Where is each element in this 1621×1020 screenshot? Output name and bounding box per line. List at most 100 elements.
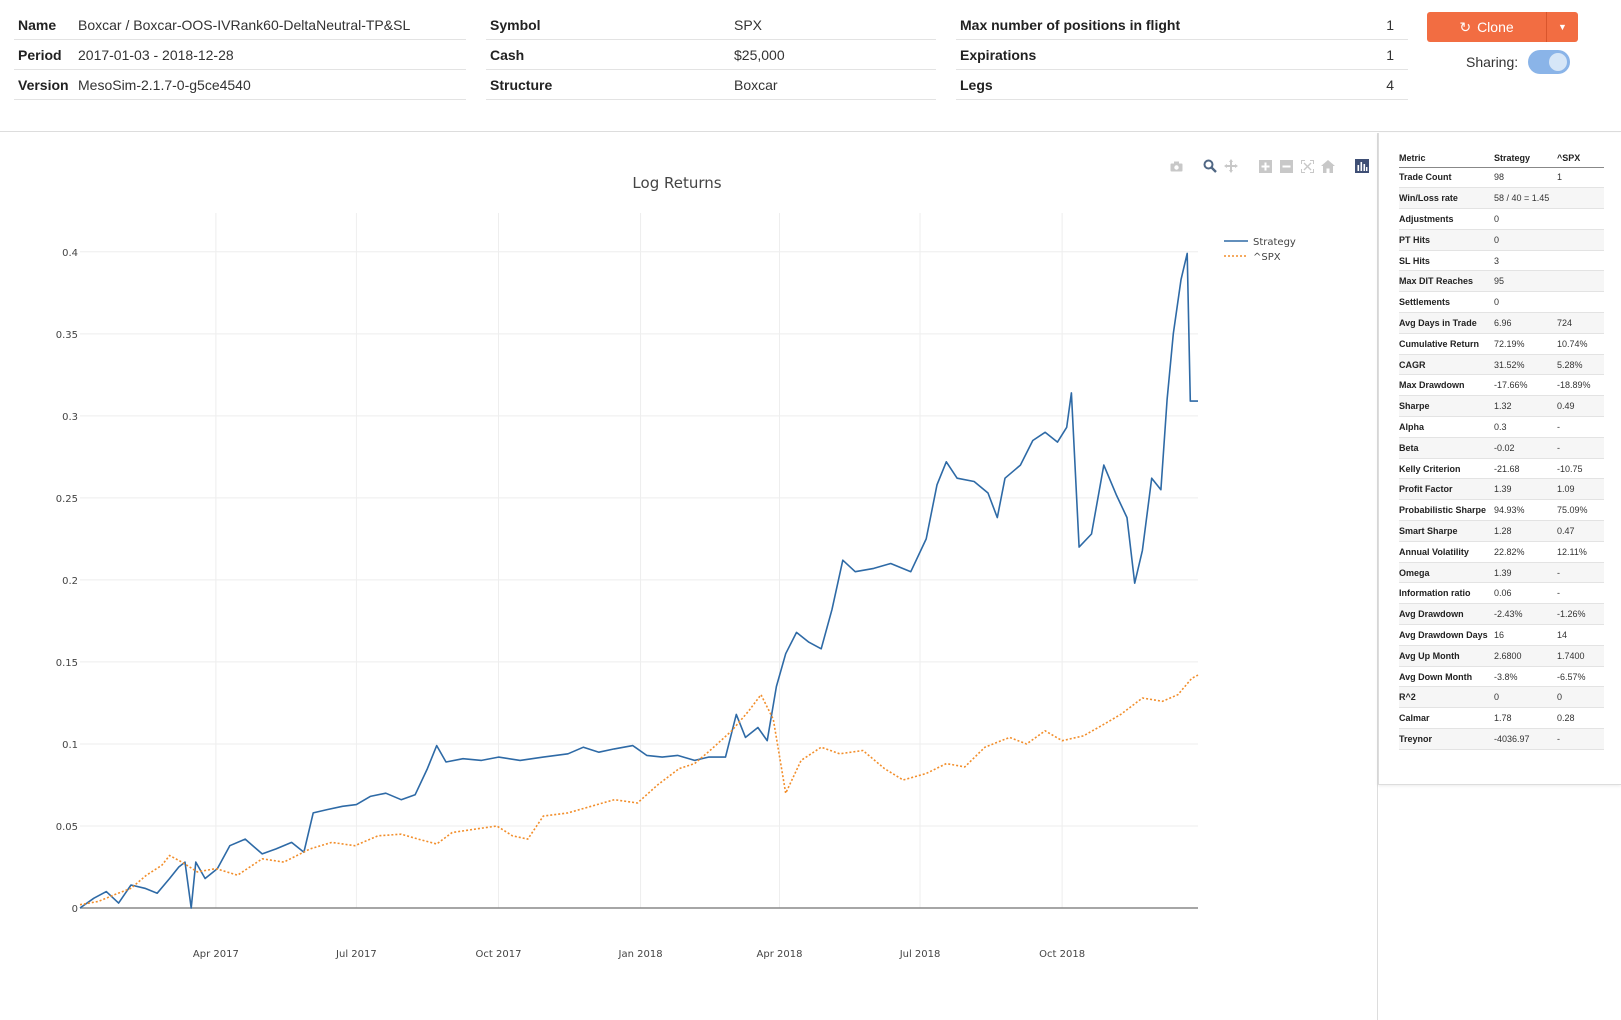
metric-name: Max Drawdown [1399, 374, 1494, 397]
metrics-row: Max Drawdown -17.66% -18.89% [1399, 374, 1604, 397]
refresh-icon: ↻ [1459, 18, 1472, 35]
info-value: $25,000 [734, 46, 785, 63]
y-tick-label: 0.1 [62, 740, 78, 751]
metric-strategy-value: 0 [1494, 208, 1557, 230]
metric-strategy-value: 31.52% [1494, 354, 1557, 376]
y-tick-label: 0.3 [62, 412, 78, 423]
info-label: Structure [490, 76, 553, 93]
metric-name: Adjustments [1399, 208, 1494, 230]
metric-name: Cumulative Return [1399, 333, 1494, 355]
y-tick-label: 0.2 [62, 576, 78, 587]
metric-name: Alpha [1399, 416, 1494, 438]
metric-name: Calmar [1399, 707, 1494, 730]
metrics-table: Metric Strategy ^SPX Trade Count 98 1 Win/L… [1399, 149, 1604, 750]
metrics-row: Win/Loss rate 58 / 40 = 1.45 [1399, 187, 1604, 210]
zoom-icon[interactable] [1202, 158, 1218, 174]
metrics-row: Avg Drawdown Days 16 14 [1399, 624, 1604, 646]
info-label: Max number of positions in flight [960, 16, 1181, 33]
metric-spx-value: 12.11% [1557, 541, 1604, 563]
info-row-cash: Cash $25,000 [486, 40, 936, 70]
info-row-legs: Legs 4 [956, 70, 1408, 100]
x-tick-label: Apr 2017 [193, 949, 239, 960]
metric-name: Trade Count [1399, 167, 1494, 189]
info-row-version: Version MesoSim-2.1.7-0-g5ce4540 [14, 70, 466, 100]
metrics-row: Alpha 0.3- [1399, 416, 1604, 438]
metric-strategy-value: -3.8% [1494, 666, 1557, 688]
series-line-spx[interactable] [79, 674, 1199, 906]
metrics-row: Treynor -4036.97- [1399, 728, 1604, 750]
series-layer [79, 252, 1199, 909]
sharing-toggle[interactable] [1528, 50, 1571, 74]
clone-button[interactable]: ↻ Clone [1427, 12, 1546, 42]
metric-name: Avg Drawdown Days [1399, 624, 1494, 646]
reset-axes-icon[interactable] [1320, 158, 1336, 174]
metric-name: Avg Days in Trade [1399, 312, 1494, 334]
metric-name: Max DIT Reaches [1399, 270, 1494, 293]
x-tick-label: Oct 2018 [1039, 949, 1085, 960]
metric-strategy-value: 0 [1494, 291, 1557, 314]
metrics-row: Smart Sharpe 1.28 0.47 [1399, 520, 1604, 542]
metrics-row: Max DIT Reaches 95 [1399, 270, 1604, 293]
info-row-name: Name Boxcar / Boxcar-OOS-IVRank60-DeltaN… [14, 10, 466, 40]
metric-name: SL Hits [1399, 250, 1494, 272]
metric-name: Settlements [1399, 291, 1494, 314]
metrics-row: Settlements 0 [1399, 291, 1604, 314]
info-value: 1 [1386, 16, 1394, 33]
metrics-row: Sharpe 1.32 0.49 [1399, 395, 1604, 418]
metric-spx-value: 10.74% [1557, 333, 1604, 355]
metric-name: Smart Sharpe [1399, 520, 1494, 542]
metric-strategy-value: -4036.97 [1494, 728, 1557, 750]
x-tick-label: Jul 2017 [335, 949, 377, 960]
info-row-symbol: Symbol SPX [486, 10, 936, 40]
metric-spx-value [1557, 208, 1604, 230]
info-label: Legs [960, 76, 993, 93]
info-label: Version [18, 76, 69, 93]
metrics-row: Omega 1.39- [1399, 562, 1604, 584]
clone-button-label: Clone [1477, 19, 1514, 35]
log-returns-chart[interactable]: Log Returns 0 0.05 0.1 0.15 0.2 0.25 0.3 0.35 0.… [0, 133, 1330, 1020]
zoom-in-icon[interactable] [1257, 158, 1273, 174]
metric-strategy-value: 16 [1494, 624, 1557, 646]
metric-spx-value: - [1557, 437, 1604, 459]
info-label: Name [18, 16, 57, 33]
metric-name: Treynor [1399, 728, 1494, 750]
info-value: 4 [1386, 76, 1394, 93]
metric-spx-value: -1.26% [1557, 603, 1604, 626]
grid-layer [80, 213, 1198, 908]
metric-name: Avg Up Month [1399, 645, 1494, 667]
x-tick-label: Jan 2018 [618, 949, 663, 960]
metric-spx-value: - [1557, 562, 1604, 584]
metric-spx-value: 0 [1557, 686, 1604, 709]
axis-layer: 0 0.05 0.1 0.15 0.2 0.25 0.3 0.35 0.4 Apr 2017 Jul… [56, 248, 1198, 960]
metric-name: PT Hits [1399, 229, 1494, 251]
metric-strategy-value: -17.66% [1494, 374, 1557, 397]
pan-icon[interactable] [1223, 158, 1239, 174]
metrics-row: SL Hits 3 [1399, 250, 1604, 272]
legend-label[interactable]: Strategy [1253, 237, 1296, 248]
metric-name: Beta [1399, 437, 1494, 459]
info-column-1: Name Boxcar / Boxcar-OOS-IVRank60-DeltaN… [14, 10, 466, 100]
plotly-logo-icon[interactable] [1354, 158, 1370, 174]
metric-spx-value: 5.28% [1557, 354, 1604, 376]
metrics-row: R^2 0 0 [1399, 686, 1604, 709]
metrics-header-metric: Metric [1399, 149, 1494, 168]
metrics-row: Trade Count 98 1 [1399, 167, 1604, 189]
info-value: 1 [1386, 46, 1394, 63]
series-line-strategy[interactable] [79, 252, 1198, 909]
metric-spx-value [1557, 270, 1604, 293]
metric-name: Avg Down Month [1399, 666, 1494, 688]
metric-strategy-value: -21.68 [1494, 458, 1557, 480]
metrics-row: Kelly Criterion -21.68 -10.75 [1399, 458, 1604, 480]
metric-name: Sharpe [1399, 395, 1494, 418]
legend-label[interactable]: ^SPX [1253, 252, 1281, 263]
camera-icon[interactable] [1168, 158, 1184, 174]
metric-strategy-value: 95 [1494, 270, 1557, 293]
clone-dropdown-toggle[interactable]: ▼ [1546, 12, 1578, 42]
zoom-out-icon[interactable] [1278, 158, 1294, 174]
metric-name: Annual Volatility [1399, 541, 1494, 563]
autoscale-icon[interactable] [1299, 158, 1315, 174]
metric-spx-value [1557, 250, 1604, 272]
metric-strategy-value: 1.28 [1494, 520, 1557, 542]
metric-name: Kelly Criterion [1399, 458, 1494, 480]
